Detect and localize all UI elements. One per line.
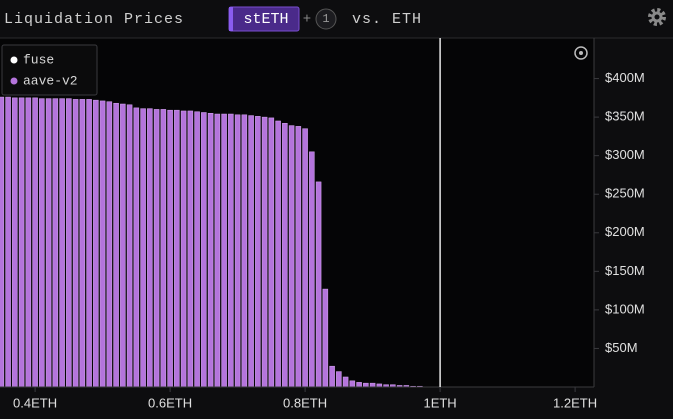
bar xyxy=(99,100,106,388)
bar xyxy=(309,151,315,388)
bar xyxy=(336,371,342,388)
bar xyxy=(228,113,234,388)
bar xyxy=(153,109,160,388)
bar xyxy=(167,109,173,388)
bar xyxy=(214,113,221,388)
bar xyxy=(234,114,241,388)
bar xyxy=(106,101,113,388)
count-label: 1 xyxy=(322,12,329,26)
bar xyxy=(0,96,5,388)
y-tick-label: $400M xyxy=(605,70,645,85)
y-tick-label: $100M xyxy=(605,301,645,316)
x-tick-label: 0.4ETH xyxy=(13,395,57,410)
bar xyxy=(356,382,362,388)
x-tick-label: 0.6ETH xyxy=(148,395,192,410)
bar xyxy=(201,112,207,388)
bar xyxy=(248,115,254,388)
versus-label: vs. ETH xyxy=(352,11,422,28)
bar xyxy=(72,99,79,388)
bar xyxy=(255,116,261,388)
x-tick-label: 1ETH xyxy=(423,395,456,410)
x-tick-label: 0.8ETH xyxy=(283,395,327,410)
bar xyxy=(86,99,92,388)
x-tick-label: 1.2ETH xyxy=(553,395,597,410)
bar xyxy=(160,109,167,388)
bar xyxy=(241,114,248,388)
bar xyxy=(45,98,52,388)
bar xyxy=(363,382,369,388)
bar xyxy=(140,108,146,388)
bar xyxy=(268,117,275,388)
bar xyxy=(315,181,322,388)
bar xyxy=(59,98,65,388)
marks xyxy=(0,96,423,388)
bar xyxy=(349,380,356,388)
bar xyxy=(147,108,153,388)
asset-label: stETH xyxy=(243,11,288,28)
bar xyxy=(282,123,288,388)
bar xyxy=(295,126,302,388)
bar xyxy=(261,116,268,388)
chart-title: Liquidation Prices xyxy=(4,11,184,28)
bar xyxy=(5,96,11,388)
gear-teeth xyxy=(648,8,666,26)
bar xyxy=(120,103,126,388)
gear-hole xyxy=(654,14,660,20)
bar xyxy=(288,125,295,388)
legend-swatch xyxy=(10,77,18,85)
bar xyxy=(79,99,86,388)
bar xyxy=(187,110,194,388)
y-tick-label: $300M xyxy=(605,147,645,162)
bar xyxy=(25,97,32,388)
bar xyxy=(18,97,25,388)
bar xyxy=(174,109,180,388)
reset-icon-dot xyxy=(579,51,583,55)
bar xyxy=(275,120,281,388)
bar xyxy=(32,97,38,388)
count-badge[interactable] xyxy=(315,8,337,30)
bar xyxy=(93,99,99,388)
legend-swatch xyxy=(10,56,18,64)
settings-icon[interactable] xyxy=(648,8,666,26)
y-tick-label: $150M xyxy=(605,263,645,278)
bar xyxy=(113,102,119,388)
bar xyxy=(194,111,200,388)
y-tick-label: $350M xyxy=(605,109,645,124)
legend: fuse aave-v2 xyxy=(1,44,98,96)
y-tick-label: $50M xyxy=(605,340,638,355)
asset-badge-edge xyxy=(229,7,233,31)
bar xyxy=(133,107,140,388)
y-tick-label: $250M xyxy=(605,186,645,201)
bar xyxy=(126,104,133,388)
bar xyxy=(207,113,214,388)
legend-label: fuse xyxy=(23,52,54,67)
bar xyxy=(342,376,349,388)
add-asset[interactable]: + xyxy=(303,12,311,28)
bar xyxy=(221,113,227,388)
bar xyxy=(66,98,72,388)
bar xyxy=(12,97,18,388)
bar xyxy=(369,382,376,388)
bar xyxy=(180,110,187,388)
bar xyxy=(302,128,308,388)
legend-box xyxy=(1,44,98,96)
legend-label: aave-v2 xyxy=(23,73,78,88)
bar xyxy=(39,98,45,388)
y-tick-label: $200M xyxy=(605,224,645,239)
reset-icon[interactable] xyxy=(574,46,588,60)
bar xyxy=(52,98,59,388)
bar xyxy=(329,365,335,388)
bar xyxy=(322,288,329,388)
